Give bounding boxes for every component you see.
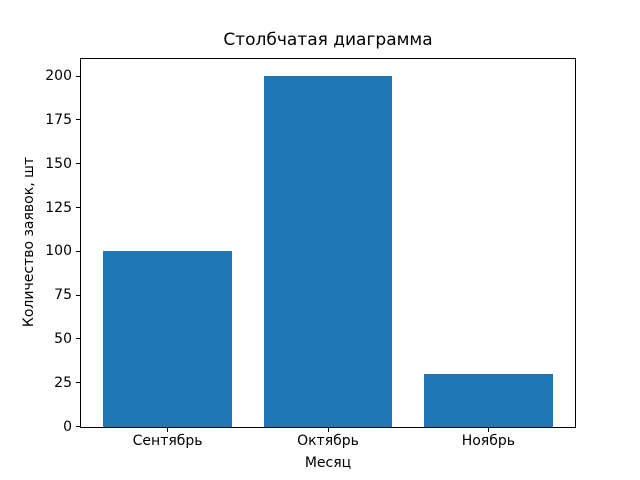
y-tick-label: 125 (45, 199, 72, 216)
y-tick-label: 200 (45, 68, 72, 85)
y-tick-label: 100 (45, 243, 72, 260)
x-tick-label: Ноябрь (461, 432, 516, 449)
y-tick-label: 0 (63, 418, 72, 435)
y-tick-label: 50 (54, 330, 72, 347)
y-tick-label: 75 (54, 287, 72, 304)
y-tick-mark (76, 163, 80, 165)
x-tick-label: Октябрь (297, 432, 359, 449)
y-tick-mark (76, 426, 80, 428)
plot-area (80, 57, 576, 428)
y-tick-mark (76, 119, 80, 121)
x-tick-mark (167, 427, 169, 432)
y-tick-mark (76, 338, 80, 340)
y-tick-mark (76, 207, 80, 209)
x-axis-label: Месяц (304, 455, 352, 471)
x-tick-label: Сентябрь (132, 432, 203, 449)
y-tick-label: 25 (54, 374, 72, 391)
bar (103, 251, 232, 427)
x-tick-mark (487, 427, 489, 432)
bar (424, 374, 553, 427)
y-tick-mark (76, 382, 80, 384)
y-tick-mark (76, 250, 80, 252)
bar (263, 76, 393, 427)
y-tick-mark (76, 294, 80, 296)
x-tick-mark (327, 427, 329, 432)
y-tick-label: 150 (45, 155, 72, 172)
chart-title: Столбчатая диаграмма (223, 30, 433, 50)
y-tick-mark (76, 75, 80, 77)
y-tick-label: 175 (45, 111, 72, 128)
